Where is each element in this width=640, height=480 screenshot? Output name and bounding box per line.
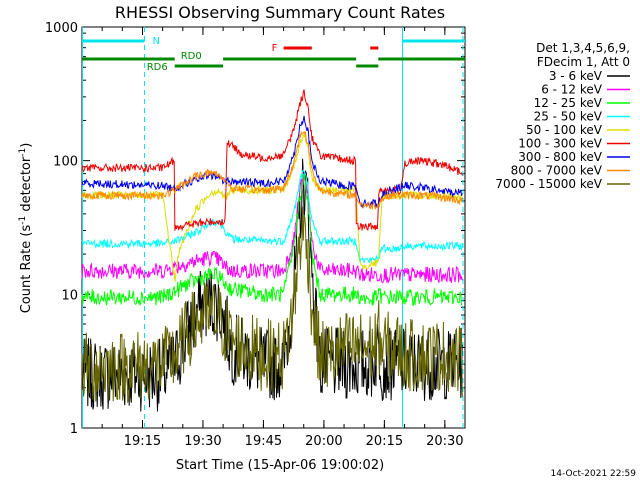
y-axis-title-end: ) bbox=[19, 143, 34, 148]
y-tick-label-1: 10 bbox=[61, 288, 78, 303]
legend-label-1: 6 - 12 keV bbox=[541, 83, 603, 97]
series-line-6 bbox=[81, 115, 463, 209]
series-line-1 bbox=[81, 171, 463, 284]
legend-label-7: 800 - 7000 keV bbox=[511, 164, 603, 178]
x-axis-title: Start Time (15-Apr-06 19:00:02) bbox=[176, 458, 384, 473]
plot-area: 19:15 19:30 19:45 20:00 20:15 20:30 1 10 100 1000… bbox=[45, 21, 466, 449]
legend-label-0: 3 - 6 keV bbox=[549, 69, 603, 83]
series-line-3 bbox=[81, 169, 463, 264]
legend-label-2: 12 - 25 keV bbox=[534, 96, 603, 110]
legend-label-8: 7000 - 15000 keV bbox=[495, 177, 602, 191]
series-line-4 bbox=[81, 133, 463, 282]
flag-label-rd6: RD6 bbox=[147, 62, 168, 73]
series-line-7 bbox=[81, 130, 463, 211]
chart-title: RHESSI Observing Summary Count Rates bbox=[115, 3, 445, 22]
series-line-8 bbox=[81, 206, 463, 404]
legend-label-6: 300 - 800 keV bbox=[518, 150, 602, 164]
series-line-2 bbox=[81, 173, 463, 307]
legend-header-0: Det 1,3,4,5,6,9, bbox=[536, 41, 630, 55]
x-tick-label-4: 20:15 bbox=[366, 434, 403, 449]
x-tick-label-1: 19:30 bbox=[184, 434, 221, 449]
y-tick-label-3: 1000 bbox=[45, 21, 78, 36]
y-axis-title-main: Count Rate (s bbox=[19, 225, 34, 314]
legend-label-3: 25 - 50 keV bbox=[534, 110, 603, 124]
timestamp: 14-Oct-2021 22:59 bbox=[551, 469, 637, 479]
flag-label-night: N bbox=[152, 36, 159, 47]
y-axis-title-mid: detector bbox=[19, 156, 34, 216]
y-axis-title-sup1: -1 bbox=[18, 216, 28, 225]
x-tick-label-3: 20:00 bbox=[305, 434, 342, 449]
legend-label-5: 100 - 300 keV bbox=[518, 137, 602, 151]
x-tick-label-0: 19:15 bbox=[124, 434, 161, 449]
svg-text:Count Rate (s-1 detector-1): Count Rate (s-1 detector-1) bbox=[18, 143, 34, 314]
x-tick-label-2: 19:45 bbox=[245, 434, 282, 449]
flag-label-flare: F bbox=[272, 43, 278, 54]
legend: Det 1,3,4,5,6,9,FDecim 1, Att 03 - 6 keV… bbox=[495, 41, 630, 191]
legend-header-1: FDecim 1, Att 0 bbox=[537, 55, 630, 69]
y-tick-label-2: 100 bbox=[53, 155, 78, 170]
y-axis-title-sup2: -1 bbox=[18, 148, 28, 157]
x-tick-label-5: 20:30 bbox=[426, 434, 463, 449]
flag-label-rd0: RD0 bbox=[181, 51, 202, 62]
y-axis-title: Count Rate (s-1 detector-1) bbox=[18, 143, 34, 314]
y-tick-label-0: 1 bbox=[70, 422, 78, 437]
series-line-5 bbox=[81, 89, 463, 232]
legend-label-4: 50 - 100 keV bbox=[526, 123, 603, 137]
